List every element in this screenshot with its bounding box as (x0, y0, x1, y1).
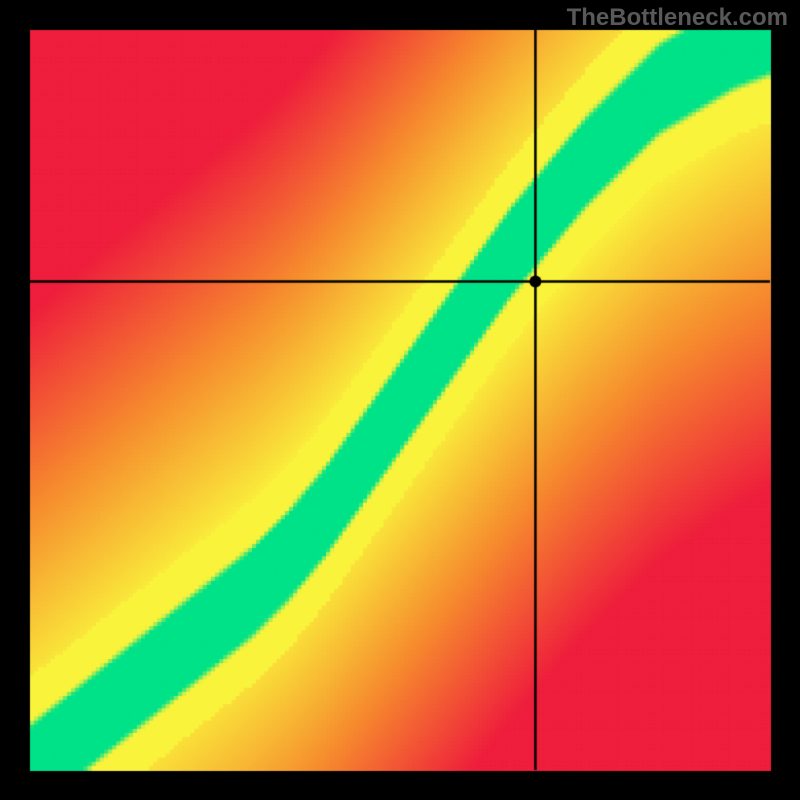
bottleneck-heatmap (0, 0, 800, 800)
attribution-text: TheBottleneck.com (567, 4, 788, 32)
chart-container: TheBottleneck.com (0, 0, 800, 800)
